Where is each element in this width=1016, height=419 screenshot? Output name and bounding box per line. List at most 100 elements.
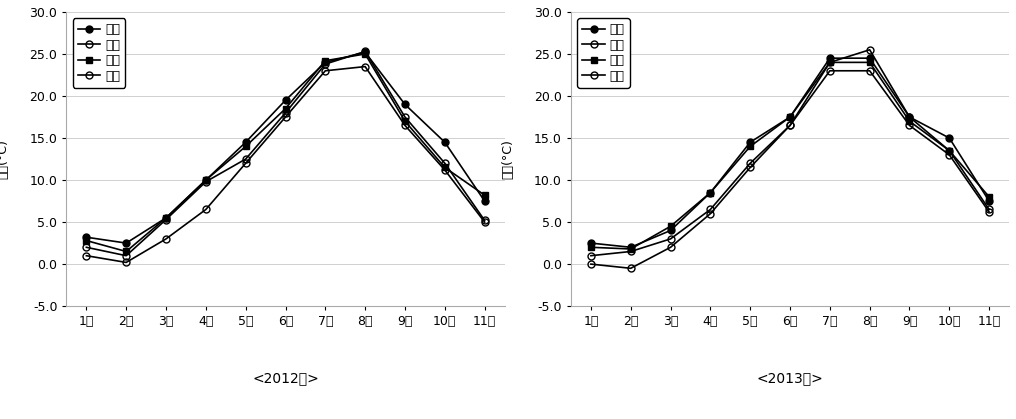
신초: [824, 68, 836, 73]
성산: [903, 114, 915, 119]
고산: [903, 119, 915, 124]
Y-axis label: 기온(°C): 기온(°C): [501, 139, 514, 179]
성산: [279, 98, 292, 103]
고산: [664, 224, 677, 229]
고산: [983, 194, 996, 199]
신효: [200, 179, 212, 184]
성산: [585, 241, 597, 246]
신초: [479, 220, 491, 225]
고산: [744, 144, 756, 149]
신효: [625, 249, 637, 254]
고산: [160, 215, 172, 220]
신초: [439, 168, 451, 173]
고산: [704, 190, 716, 195]
신효: [439, 161, 451, 166]
신초: [983, 210, 996, 215]
신효: [479, 218, 491, 223]
성산: [664, 228, 677, 233]
Legend: 성산, 신효, 고산, 신초: 성산, 신효, 고산, 신초: [577, 18, 630, 88]
Legend: 성산, 신효, 고산, 신초: 성산, 신효, 고산, 신초: [73, 18, 125, 88]
신효: [824, 60, 836, 65]
신초: [160, 236, 172, 241]
고산: [784, 114, 797, 119]
Line: 신효: 신효: [83, 48, 488, 259]
Text: <2012년>: <2012년>: [252, 371, 319, 385]
신효: [399, 114, 411, 119]
고산: [120, 249, 132, 254]
성산: [943, 135, 955, 140]
Line: 고산: 고산: [83, 51, 488, 255]
고산: [585, 245, 597, 250]
성산: [704, 190, 716, 195]
성산: [160, 215, 172, 220]
신효: [983, 207, 996, 212]
성산: [479, 199, 491, 204]
Line: 고산: 고산: [587, 59, 993, 252]
고산: [625, 246, 637, 251]
신효: [744, 161, 756, 166]
Line: 성산: 성산: [83, 49, 488, 246]
성산: [864, 56, 876, 61]
고산: [399, 119, 411, 124]
고산: [943, 148, 955, 153]
고산: [359, 52, 371, 57]
Line: 신초: 신초: [587, 67, 993, 272]
신초: [625, 266, 637, 271]
신초: [943, 153, 955, 158]
신효: [943, 148, 955, 153]
성산: [359, 50, 371, 55]
신초: [664, 245, 677, 250]
고산: [319, 58, 331, 63]
Line: 신효: 신효: [587, 46, 993, 259]
신초: [744, 165, 756, 170]
Y-axis label: 기온(°C): 기온(°C): [0, 139, 9, 179]
신초: [319, 68, 331, 73]
신효: [784, 123, 797, 128]
성산: [240, 140, 252, 145]
고산: [80, 238, 92, 243]
성산: [80, 235, 92, 240]
신초: [399, 123, 411, 128]
신초: [80, 253, 92, 258]
성산: [744, 140, 756, 145]
Text: <2013년>: <2013년>: [757, 371, 823, 385]
신효: [585, 253, 597, 258]
신초: [585, 261, 597, 266]
성산: [824, 56, 836, 61]
신효: [319, 62, 331, 67]
성산: [399, 102, 411, 107]
신초: [784, 123, 797, 128]
고산: [864, 60, 876, 65]
고산: [200, 178, 212, 183]
신효: [120, 253, 132, 258]
성산: [625, 245, 637, 250]
성산: [120, 241, 132, 246]
신효: [664, 236, 677, 241]
성산: [784, 114, 797, 119]
고산: [279, 106, 292, 111]
신초: [864, 68, 876, 73]
신효: [864, 47, 876, 52]
신초: [120, 260, 132, 265]
신초: [704, 211, 716, 216]
고산: [824, 60, 836, 65]
Line: 성산: 성산: [587, 55, 993, 251]
신초: [200, 207, 212, 212]
신효: [903, 114, 915, 119]
신효: [359, 49, 371, 54]
신초: [279, 114, 292, 119]
신효: [279, 110, 292, 115]
성산: [319, 60, 331, 65]
신효: [160, 217, 172, 222]
신효: [240, 157, 252, 162]
신초: [903, 123, 915, 128]
신효: [80, 245, 92, 250]
Line: 신초: 신초: [83, 63, 488, 266]
신효: [704, 207, 716, 212]
신초: [240, 161, 252, 166]
성산: [983, 199, 996, 204]
고산: [439, 165, 451, 170]
고산: [240, 144, 252, 149]
고산: [479, 193, 491, 198]
성산: [439, 140, 451, 145]
